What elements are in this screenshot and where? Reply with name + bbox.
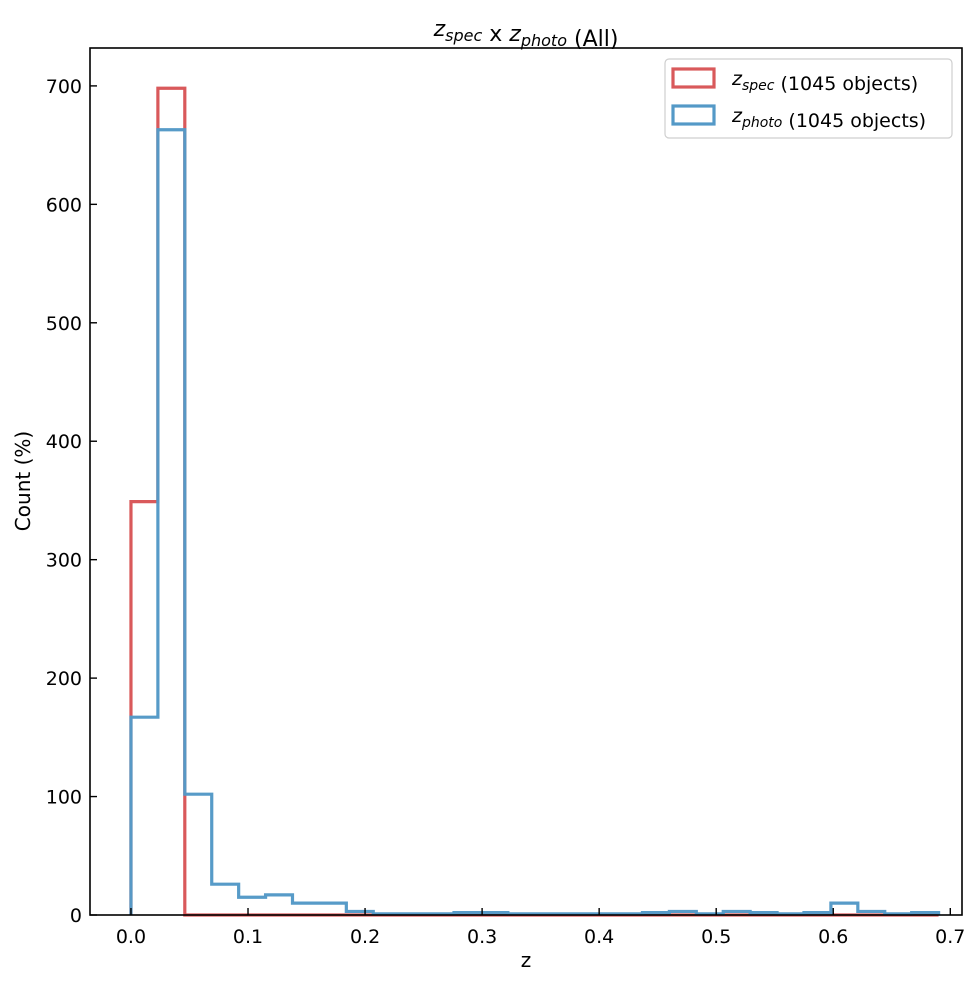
legend-swatch-1 (671, 104, 716, 126)
x-tick-label: 0.4 (584, 926, 614, 948)
y-tick-label: 200 (46, 668, 82, 690)
x-tick-label: 0.5 (701, 926, 731, 948)
plot-frame (89, 47, 963, 916)
legend-swatch-0 (671, 67, 716, 89)
chart-title: zspec x zphoto (All) (433, 17, 619, 52)
y-axis-label: Count (%) (11, 431, 35, 531)
x-tick-label: 0.0 (116, 926, 146, 948)
legend-label-1: zphoto (1045 objects) (731, 105, 926, 132)
x-tick-label: 0.3 (467, 926, 497, 948)
y-tick-label: 700 (46, 76, 82, 98)
x-tick-label: 0.1 (233, 926, 263, 948)
x-tick-label: 0.2 (350, 926, 380, 948)
y-tick-label: 400 (46, 431, 82, 453)
legend: zspec (1045 objects) zphoto (1045 objects… (664, 58, 953, 139)
y-tick-label: 500 (46, 313, 82, 335)
x-tick-label: 0.7 (935, 926, 965, 948)
x-tick-label: 0.6 (818, 926, 848, 948)
x-axis-label: z (521, 948, 532, 972)
series-0-step-line (129, 86, 939, 917)
x-axis-ticks: 0.0 0.1 0.2 0.3 0.4 0.5 0.6 0.7 (116, 908, 965, 948)
series-layer (129, 86, 941, 917)
y-tick-label: 0 (70, 905, 82, 927)
legend-label-0: zspec (1045 objects) (731, 68, 918, 95)
series-1-step-line (129, 128, 941, 916)
y-tick-label: 600 (46, 194, 82, 216)
y-tick-label: 300 (46, 550, 82, 572)
y-tick-label: 100 (46, 787, 82, 809)
legend-box (664, 58, 953, 139)
y-axis-ticks: 0 100 200 300 400 500 600 700 (46, 76, 97, 927)
